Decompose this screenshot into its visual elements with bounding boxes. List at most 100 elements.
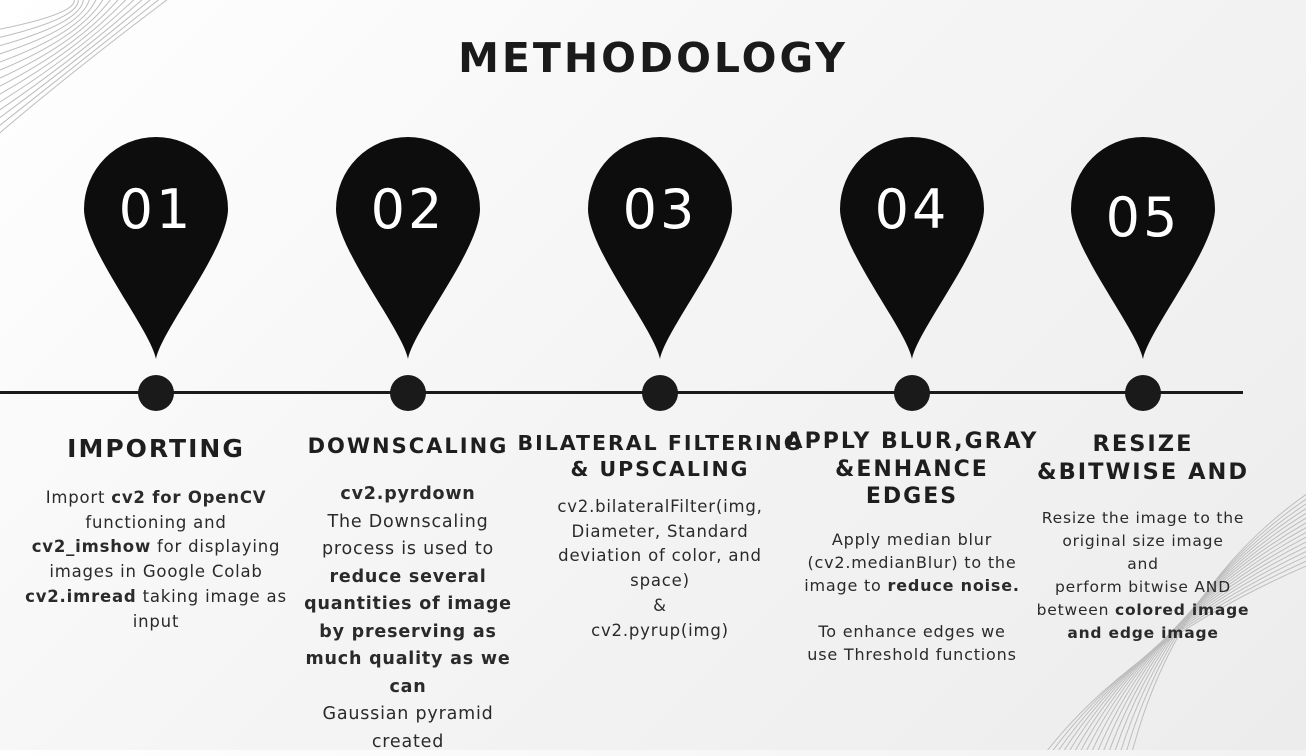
- step-3-description-line: cv2.pyrup(img): [530, 619, 790, 644]
- step-3-title-line: BILATERAL FILTERING: [515, 431, 805, 457]
- text: image to: [804, 576, 887, 595]
- timeline-dot-5: [1125, 375, 1161, 411]
- step-2-description-line: quantities of image: [278, 591, 538, 619]
- step-1-description-line: input: [11, 610, 301, 635]
- bold-text: cv2.imread: [25, 587, 136, 606]
- step-3-description-line: Diameter, Standard: [530, 520, 790, 545]
- text: created: [372, 732, 444, 752]
- text: deviation of color, and: [558, 546, 762, 565]
- step-2-description-line: The Downscaling: [278, 509, 538, 537]
- step-3-number: 03: [585, 180, 735, 240]
- step-3-description-line: &: [530, 594, 790, 619]
- step-5-description-line: between colored image: [1018, 599, 1268, 622]
- step-1-description-line: images in Google Colab: [11, 560, 301, 585]
- step-2-description-line: can: [278, 674, 538, 702]
- text: images in Google Colab: [49, 562, 262, 581]
- step-3-description-line: deviation of color, and: [530, 544, 790, 569]
- text: space): [630, 571, 690, 590]
- step-5-title: RESIZE&BITWISE AND: [1018, 430, 1268, 486]
- timeline-dot-3: [642, 375, 678, 411]
- step-4-description-line: To enhance edges we: [782, 620, 1042, 643]
- step-1-description-line: functioning and: [11, 511, 301, 536]
- timeline-dot-2: [390, 375, 426, 411]
- bold-text: colored image: [1115, 601, 1249, 619]
- step-4-title-line: &ENHANCE: [777, 456, 1047, 484]
- text: Resize the image to the: [1042, 509, 1245, 527]
- text: The Downscaling: [327, 512, 488, 532]
- bold-text: quantities of image: [304, 594, 512, 614]
- step-4-number: 04: [837, 180, 987, 240]
- step-4-title-line: APPLY BLUR,GRAY: [777, 428, 1047, 456]
- text: Apply median blur: [832, 530, 992, 549]
- bold-text: much quality as we: [305, 649, 510, 669]
- step-3-title: BILATERAL FILTERING& UPSCALING: [515, 431, 805, 482]
- step-5-number: 05: [1068, 188, 1218, 248]
- text: To enhance edges we: [818, 622, 1005, 641]
- step-5-description-line: perform bitwise AND: [1018, 576, 1268, 599]
- step-3-title-line: & UPSCALING: [515, 457, 805, 483]
- map-pin-icon: [84, 137, 228, 359]
- bold-text: cv2 for OpenCV: [111, 488, 266, 507]
- step-2-title-line: DOWNSCALING: [278, 433, 538, 459]
- timeline-dot-1: [138, 375, 174, 411]
- timeline-line: [0, 391, 1243, 394]
- step-5-description-line: and edge image: [1018, 622, 1268, 645]
- step-4-description-line: (cv2.medianBlur) to the: [782, 551, 1042, 574]
- text: Diameter, Standard: [572, 522, 749, 541]
- step-2-description: cv2.pyrdown The Downscaling process is use…: [278, 481, 538, 756]
- step-1-description-line: cv2_imshow for displaying: [11, 535, 301, 560]
- step-1-title: IMPORTING: [26, 433, 286, 464]
- text: cv2.bilateralFilter(img,: [557, 497, 762, 516]
- step-2-description-line: created: [278, 729, 538, 756]
- text: use Threshold functions: [807, 645, 1016, 664]
- step-2-description-line: Gaussian pyramid: [278, 701, 538, 729]
- bold-text: by preserving as: [319, 622, 496, 642]
- text: input: [133, 612, 179, 631]
- bold-text: cv2.pyrdown: [340, 484, 475, 504]
- step-3-description-line: space): [530, 569, 790, 594]
- text: (cv2.medianBlur) to the: [807, 553, 1016, 572]
- step-4-description: Apply median blur (cv2.medianBlur) to the…: [782, 528, 1042, 666]
- step-1-number: 01: [81, 180, 231, 240]
- text: Import: [46, 488, 112, 507]
- step-4-description-line: image to reduce noise.: [782, 574, 1042, 597]
- step-5-description: Resize the image to the original size ima…: [1018, 507, 1268, 645]
- text: between: [1037, 601, 1115, 619]
- step-2-description-line: much quality as we: [278, 646, 538, 674]
- step-5-description-line: and: [1018, 553, 1268, 576]
- step-4-description-line: [782, 597, 1042, 620]
- map-pin-icon: [588, 137, 732, 359]
- bold-text: can: [389, 677, 426, 697]
- step-3-description-line: cv2.bilateralFilter(img,: [530, 495, 790, 520]
- timeline-dot-4: [894, 375, 930, 411]
- text: original size image: [1062, 532, 1223, 550]
- step-5-title-line: RESIZE: [1018, 430, 1268, 458]
- step-5-description-line: Resize the image to the: [1018, 507, 1268, 530]
- text: perform bitwise AND: [1055, 578, 1231, 596]
- step-2-description-line: reduce several: [278, 564, 538, 592]
- text: process is used to: [322, 539, 494, 559]
- step-5-description-line: original size image: [1018, 530, 1268, 553]
- text: cv2.pyrup(img): [591, 621, 729, 640]
- text: taking image as: [137, 587, 287, 606]
- step-5-title-line: &BITWISE AND: [1018, 458, 1268, 486]
- bold-text: reduce noise.: [888, 576, 1020, 595]
- step-1-description-line: cv2.imread taking image as: [11, 585, 301, 610]
- text: for displaying: [151, 537, 280, 556]
- bold-text: reduce several: [329, 567, 486, 587]
- step-2-description-line: process is used to: [278, 536, 538, 564]
- map-pin-icon: [840, 137, 984, 359]
- step-2-description-line: by preserving as: [278, 619, 538, 647]
- step-4-title-line: EDGES: [777, 483, 1047, 511]
- text: &: [653, 596, 667, 615]
- page-title: METHODOLOGY: [0, 34, 1306, 82]
- map-pin-icon: [336, 137, 480, 359]
- step-2-number: 02: [333, 180, 483, 240]
- step-1-description-line: Import cv2 for OpenCV: [11, 486, 301, 511]
- step-2-description-line: cv2.pyrdown: [278, 481, 538, 509]
- step-3-description: cv2.bilateralFilter(img, Diameter, Standa…: [530, 495, 790, 643]
- bold-text: cv2_imshow: [32, 537, 151, 556]
- text: and: [1127, 555, 1159, 573]
